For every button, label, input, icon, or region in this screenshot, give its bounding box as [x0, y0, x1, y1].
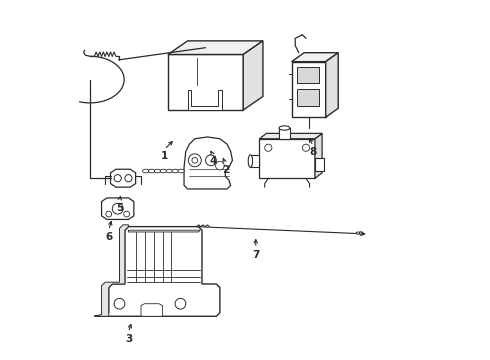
Polygon shape: [141, 304, 163, 316]
Circle shape: [125, 175, 132, 182]
Text: 7: 7: [252, 249, 259, 260]
Ellipse shape: [359, 232, 362, 234]
Polygon shape: [250, 155, 259, 167]
Polygon shape: [315, 158, 324, 171]
Bar: [279, 128, 290, 139]
Polygon shape: [111, 169, 136, 187]
Circle shape: [112, 203, 123, 214]
Polygon shape: [95, 226, 220, 316]
Circle shape: [188, 154, 201, 167]
Ellipse shape: [279, 126, 290, 130]
Text: 4: 4: [209, 156, 217, 166]
Polygon shape: [184, 137, 232, 189]
Bar: [297, 89, 318, 107]
Ellipse shape: [178, 169, 184, 173]
Ellipse shape: [248, 155, 252, 167]
Bar: [297, 67, 318, 83]
Circle shape: [106, 211, 112, 217]
Polygon shape: [259, 134, 322, 139]
Polygon shape: [95, 225, 128, 316]
Polygon shape: [243, 41, 263, 110]
Polygon shape: [259, 139, 315, 178]
Circle shape: [124, 211, 129, 217]
Ellipse shape: [154, 169, 161, 173]
Ellipse shape: [166, 169, 172, 173]
Circle shape: [265, 144, 272, 151]
Ellipse shape: [148, 169, 155, 173]
Ellipse shape: [143, 169, 149, 173]
Circle shape: [205, 155, 216, 166]
Polygon shape: [292, 53, 338, 62]
Text: 3: 3: [125, 334, 132, 344]
Ellipse shape: [172, 169, 178, 173]
Polygon shape: [315, 134, 322, 178]
Text: 8: 8: [310, 147, 317, 157]
Polygon shape: [326, 53, 338, 117]
Polygon shape: [168, 41, 263, 54]
Polygon shape: [101, 198, 134, 220]
Circle shape: [175, 298, 186, 309]
Polygon shape: [292, 62, 326, 117]
Circle shape: [114, 175, 122, 182]
Polygon shape: [168, 54, 243, 110]
Circle shape: [192, 157, 197, 163]
Text: 2: 2: [221, 165, 229, 175]
Polygon shape: [128, 230, 200, 232]
Ellipse shape: [160, 169, 167, 173]
Circle shape: [114, 298, 125, 309]
Ellipse shape: [356, 232, 360, 234]
Text: 6: 6: [105, 232, 112, 242]
Polygon shape: [188, 90, 221, 110]
Circle shape: [302, 144, 310, 151]
Circle shape: [216, 161, 224, 170]
Text: 1: 1: [161, 151, 168, 161]
Text: 5: 5: [116, 203, 123, 213]
